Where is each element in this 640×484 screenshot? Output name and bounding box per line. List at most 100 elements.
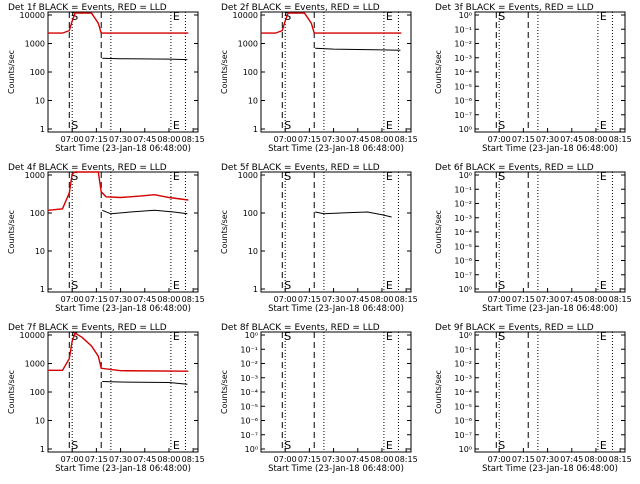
plot-frame	[474, 171, 626, 293]
y-tick-label: 10	[248, 97, 258, 106]
plot-title: Det 8f BLACK = Events, RED = LLD	[221, 323, 380, 333]
marker-label-bottom: E	[600, 439, 607, 452]
y-tick-label: 10⁻⁴	[454, 68, 472, 77]
x-tick-label: 08:00	[370, 295, 393, 304]
marker-label-top: S	[284, 330, 291, 343]
y-tick-label: 10⁻⁴	[454, 388, 472, 397]
x-tick-label: 07:30	[109, 455, 132, 464]
marker-label-top: S	[498, 10, 505, 23]
series-line-events	[102, 209, 188, 215]
y-tick-label: 10⁻⁵	[454, 242, 472, 251]
x-axis-label: Start Time (23-Jan-18 06:48:00)	[55, 304, 191, 314]
x-axis-label: Start Time (23-Jan-18 06:48:00)	[268, 304, 404, 314]
y-tick-label: 10000	[20, 11, 45, 20]
y-tick-label: 10⁻²	[454, 40, 472, 49]
y-tick-label: 10⁰	[245, 331, 258, 340]
y-axis-label: Counts/sec	[434, 370, 443, 414]
x-tick-label: 07:45	[560, 295, 583, 304]
plot-frame	[474, 11, 626, 133]
plot-frame	[474, 331, 626, 453]
y-tick-label: 1	[40, 285, 45, 294]
marker-label-bottom: E	[173, 279, 180, 292]
y-tick-label: 10⁻³	[454, 54, 472, 63]
y-tick-label: 100	[30, 388, 45, 397]
y-tick-label: 1	[40, 445, 45, 454]
x-tick-label: 08:00	[370, 455, 393, 464]
x-tick-label: 07:00	[274, 295, 297, 304]
marker-label-bottom: E	[173, 439, 180, 452]
plot-frame	[260, 11, 412, 133]
y-tick-label: 1	[40, 125, 45, 134]
y-tick-label: 100	[30, 68, 45, 77]
y-tick-label: 10⁻³	[240, 374, 258, 383]
marker-label-top: E	[386, 330, 393, 343]
x-tick-label: 07:15	[512, 295, 535, 304]
x-tick-label: 07:30	[536, 455, 559, 464]
marker-label-bottom: E	[173, 119, 180, 132]
y-tick-label: 10⁻⁶	[454, 257, 472, 266]
x-tick-label: 07:30	[109, 295, 132, 304]
series-line-events	[315, 47, 401, 51]
x-tick-label: 07:30	[536, 135, 559, 144]
marker-label-top: E	[600, 170, 607, 183]
plot-title: Det 1f BLACK = Events, RED = LLD	[8, 3, 167, 13]
x-tick-label: 07:00	[274, 135, 297, 144]
x-tick-label: 07:00	[274, 455, 297, 464]
y-tick-label: 10⁻³	[454, 374, 472, 383]
x-axis-label: Start Time (23-Jan-18 06:48:00)	[482, 144, 618, 154]
y-axis-label: Counts/sec	[220, 210, 229, 254]
y-tick-label: 10⁻⁶	[240, 417, 258, 426]
y-tick-label: 10⁰	[459, 125, 472, 134]
y-tick-label: 1	[253, 285, 258, 294]
marker-label-top: E	[173, 330, 180, 343]
y-axis-label: Counts/sec	[7, 50, 16, 94]
plot-title: Det 5f BLACK = Events, RED = LLD	[221, 163, 380, 173]
x-axis-label: Start Time (23-Jan-18 06:48:00)	[268, 144, 404, 154]
y-axis-label: Counts/sec	[7, 370, 16, 414]
series-line-lld	[48, 12, 189, 34]
y-tick-label: 10⁻⁷	[454, 431, 472, 440]
x-axis-label: Start Time (23-Jan-18 06:48:00)	[55, 464, 191, 474]
x-tick-label: 08:15	[182, 455, 205, 464]
y-tick-label: 10⁻²	[240, 360, 258, 369]
y-tick-label: 10⁰	[459, 331, 472, 340]
x-tick-label: 08:15	[395, 135, 418, 144]
marker-label-bottom: S	[71, 119, 78, 132]
x-tick-label: 08:15	[395, 295, 418, 304]
marker-label-top: E	[386, 10, 393, 23]
marker-label-bottom: E	[600, 119, 607, 132]
marker-label-bottom: E	[386, 119, 393, 132]
y-axis-label: Counts/sec	[220, 370, 229, 414]
x-tick-label: 08:00	[370, 135, 393, 144]
x-tick-label: 07:45	[560, 455, 583, 464]
plot-frame	[47, 11, 199, 133]
marker-label-top: E	[386, 170, 393, 183]
y-tick-label: 10⁻¹	[454, 25, 472, 34]
x-axis-label: Start Time (23-Jan-18 06:48:00)	[268, 464, 404, 474]
plot-frame	[47, 171, 199, 293]
y-tick-label: 1	[253, 125, 258, 134]
x-tick-label: 08:15	[609, 455, 632, 464]
y-tick-label: 10	[35, 247, 45, 256]
y-tick-label: 10⁻²	[454, 200, 472, 209]
x-tick-label: 08:15	[609, 295, 632, 304]
y-tick-label: 10⁻¹	[454, 345, 472, 354]
x-tick-label: 07:00	[488, 455, 511, 464]
x-tick-label: 07:45	[133, 135, 156, 144]
y-tick-label: 10⁻¹	[454, 185, 472, 194]
x-tick-label: 08:00	[584, 455, 607, 464]
y-tick-label: 1000	[25, 171, 45, 180]
y-tick-label: 10⁻⁷	[240, 431, 258, 440]
y-tick-label: 10000	[233, 11, 258, 20]
y-tick-label: 10⁻⁷	[454, 271, 472, 280]
y-tick-label: 10⁰	[459, 11, 472, 20]
x-tick-label: 07:00	[61, 135, 84, 144]
x-tick-label: 07:15	[85, 455, 108, 464]
y-axis-label: Counts/sec	[434, 50, 443, 94]
y-tick-label: 10⁻⁵	[454, 402, 472, 411]
y-tick-label: 100	[243, 68, 258, 77]
x-tick-label: 07:00	[488, 135, 511, 144]
x-tick-label: 07:30	[322, 455, 345, 464]
y-axis-label: Counts/sec	[434, 210, 443, 254]
x-tick-label: 08:00	[584, 135, 607, 144]
